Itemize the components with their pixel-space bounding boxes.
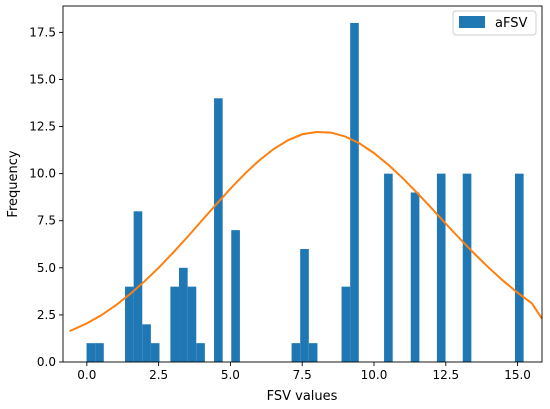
histogram-bar <box>515 173 524 362</box>
legend: aFSV <box>452 10 537 36</box>
histogram-bar <box>214 98 223 363</box>
y-tick-label: 2.5 <box>37 308 56 322</box>
histogram-bar <box>95 343 104 362</box>
density-curve <box>69 131 543 333</box>
histogram-bars <box>86 22 524 363</box>
histogram-bar <box>86 343 96 362</box>
x-tick-label: 10.0 <box>361 368 388 382</box>
legend-label: aFSV <box>495 16 527 31</box>
y-tick-label: 7.5 <box>37 214 56 228</box>
x-tick-label: 12.5 <box>432 368 459 382</box>
histogram-bar <box>462 173 472 362</box>
y-axis-label: Frequency <box>6 150 21 217</box>
histogram-bar <box>384 173 393 362</box>
histogram-bar <box>187 286 197 362</box>
y-tick-label: 12.5 <box>29 120 56 134</box>
histogram-bar <box>300 248 309 362</box>
x-tick-label: 2.5 <box>149 368 168 382</box>
x-axis-ticks: 0.0 2.5 5.0 7.5 10.0 12.5 15.0 <box>77 362 531 382</box>
x-tick-label: 7.5 <box>293 368 312 382</box>
y-tick-label: 15.0 <box>29 72 56 86</box>
histogram-bar <box>196 343 205 362</box>
x-tick-label: 0.0 <box>77 368 96 382</box>
histogram-bar <box>410 192 420 362</box>
y-tick-label: 5.0 <box>37 261 56 275</box>
y-tick-label: 10.0 <box>29 167 56 181</box>
histogram-bar <box>125 286 134 362</box>
y-axis-ticks: 0.0 2.5 5.0 7.5 10.0 12.5 15.0 17.5 <box>29 25 63 369</box>
x-tick-label: 15.0 <box>504 368 531 382</box>
x-tick-label: 5.0 <box>221 368 240 382</box>
histogram-bar <box>291 343 301 362</box>
histogram-bar <box>150 343 160 362</box>
x-axis-label: FSV values <box>267 389 338 404</box>
histogram-bar <box>350 22 359 362</box>
histogram-bar <box>308 343 318 362</box>
y-tick-label: 0.0 <box>37 355 56 369</box>
histogram-bar <box>436 173 446 362</box>
histogram-bar <box>142 324 151 362</box>
histogram-bar <box>341 286 351 362</box>
histogram-bar <box>231 230 240 362</box>
histogram-bar <box>170 286 180 362</box>
y-tick-label: 17.5 <box>29 25 56 39</box>
legend-swatch <box>459 16 485 28</box>
histogram-bar <box>179 267 188 362</box>
